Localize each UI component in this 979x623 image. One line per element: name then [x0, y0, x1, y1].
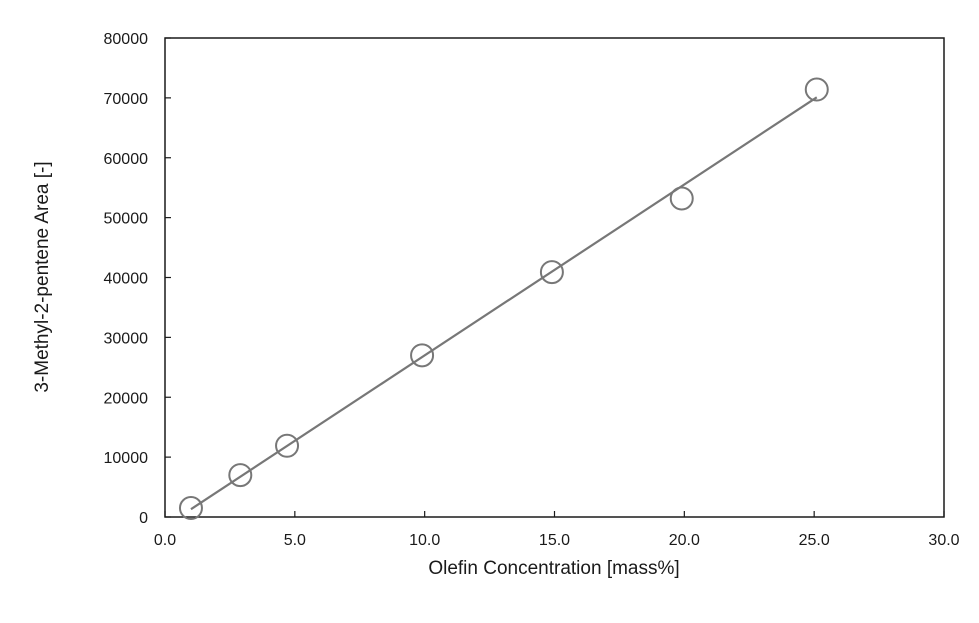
data-point	[275, 433, 300, 458]
y-tick-label: 30000	[104, 330, 149, 347]
y-tick-label: 10000	[104, 450, 149, 467]
x-tick-label: 5.0	[284, 532, 306, 549]
x-tick-label: 10.0	[409, 532, 440, 549]
y-tick-label: 80000	[104, 31, 149, 48]
y-tick-label: 50000	[104, 211, 149, 228]
data-point	[228, 463, 253, 488]
x-tick-label: 0.0	[154, 532, 176, 549]
y-tick-label: 20000	[104, 390, 149, 407]
y-tick-label: 40000	[104, 271, 149, 288]
axis-ticks: 0.0 5.0 10.0 15.0 20.0 25.0 30.0 0 10000 20000 300…	[104, 31, 960, 549]
y-tick-label: 0	[139, 510, 148, 527]
data-point	[669, 186, 694, 211]
y-tick-label: 70000	[104, 91, 149, 108]
data-points-layer	[178, 77, 829, 521]
data-point	[410, 343, 435, 368]
data-point	[804, 77, 829, 102]
data-point	[539, 260, 564, 285]
x-axis-title: Olefin Concentration [mass%]	[428, 558, 679, 579]
data-point	[178, 496, 203, 521]
x-tick-label: 25.0	[799, 532, 830, 549]
x-tick-label: 15.0	[539, 532, 570, 549]
plot-area-frame	[164, 37, 945, 518]
y-tick-label: 60000	[104, 151, 149, 168]
y-axis-title: 3-Methyl-2-pentene Area [-]	[32, 161, 53, 392]
x-tick-label: 20.0	[669, 532, 700, 549]
fit-line-layer	[190, 96, 818, 511]
x-tick-label: 30.0	[928, 532, 959, 549]
fit-line	[190, 96, 818, 511]
